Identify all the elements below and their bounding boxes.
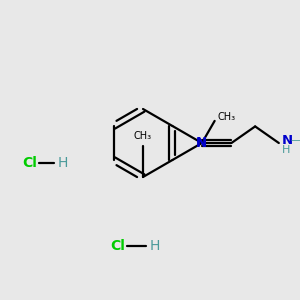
Text: H: H bbox=[282, 145, 290, 155]
Text: CH₃: CH₃ bbox=[218, 112, 236, 122]
Text: Cl: Cl bbox=[22, 156, 37, 170]
Text: N: N bbox=[282, 134, 293, 146]
Text: Cl: Cl bbox=[110, 239, 125, 253]
Text: CH₃: CH₃ bbox=[134, 131, 152, 141]
Text: H: H bbox=[58, 156, 68, 170]
Text: H: H bbox=[150, 239, 160, 253]
Text: —H: —H bbox=[291, 135, 300, 145]
Text: N: N bbox=[195, 137, 206, 151]
Text: N: N bbox=[195, 136, 206, 148]
